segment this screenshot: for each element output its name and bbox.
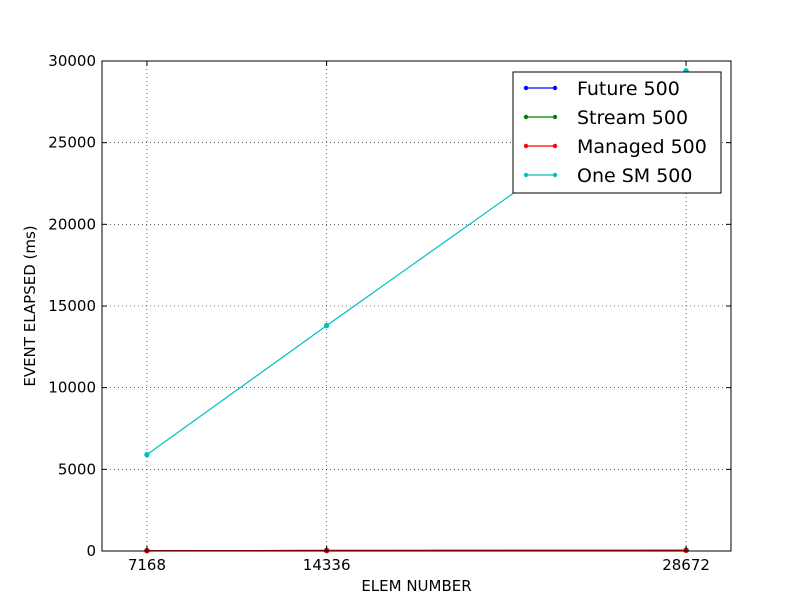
y-axis-label: EVENT ELAPSED (ms) xyxy=(21,225,39,386)
legend-label: Managed 500 xyxy=(577,136,707,158)
legend-marker xyxy=(552,172,558,178)
legend-marker xyxy=(552,114,558,120)
x-tick-label: 14336 xyxy=(303,556,351,574)
y-tick-label: 20000 xyxy=(48,215,96,233)
legend-label: One SM 500 xyxy=(577,165,692,187)
axis-ticks: 7168 14336 28672 0 5000 10000 15000 20000 25000 3… xyxy=(48,52,731,574)
legend-marker xyxy=(523,143,529,149)
y-tick-label: 15000 xyxy=(48,297,96,315)
series-managed-500 xyxy=(144,547,689,554)
legend-item: One SM 500 xyxy=(523,165,692,187)
legend-marker xyxy=(523,85,529,91)
y-tick-label: 10000 xyxy=(48,379,96,397)
x-tick-label: 28672 xyxy=(662,556,710,574)
legend-marker xyxy=(523,172,529,178)
legend-label: Stream 500 xyxy=(577,107,688,129)
y-tick-label: 5000 xyxy=(58,460,96,478)
x-axis-label: ELEM NUMBER xyxy=(361,577,471,595)
legend-item: Stream 500 xyxy=(523,107,688,129)
legend-item: Managed 500 xyxy=(523,136,707,158)
data-point xyxy=(144,451,150,458)
legend-marker xyxy=(523,114,529,120)
y-tick-label: 30000 xyxy=(48,52,96,70)
legend-box xyxy=(512,71,722,194)
legend-marker xyxy=(552,143,558,149)
data-point xyxy=(323,322,330,329)
legend-item: Future 500 xyxy=(523,78,680,100)
legend: Future 500 Stream 500 Managed 500 One SM 50… xyxy=(512,71,722,194)
legend-marker xyxy=(552,85,558,91)
x-tick-label: 7168 xyxy=(128,556,166,574)
y-tick-label: 0 xyxy=(86,542,96,560)
legend-label: Future 500 xyxy=(577,78,680,100)
y-tick-label: 25000 xyxy=(48,134,96,152)
